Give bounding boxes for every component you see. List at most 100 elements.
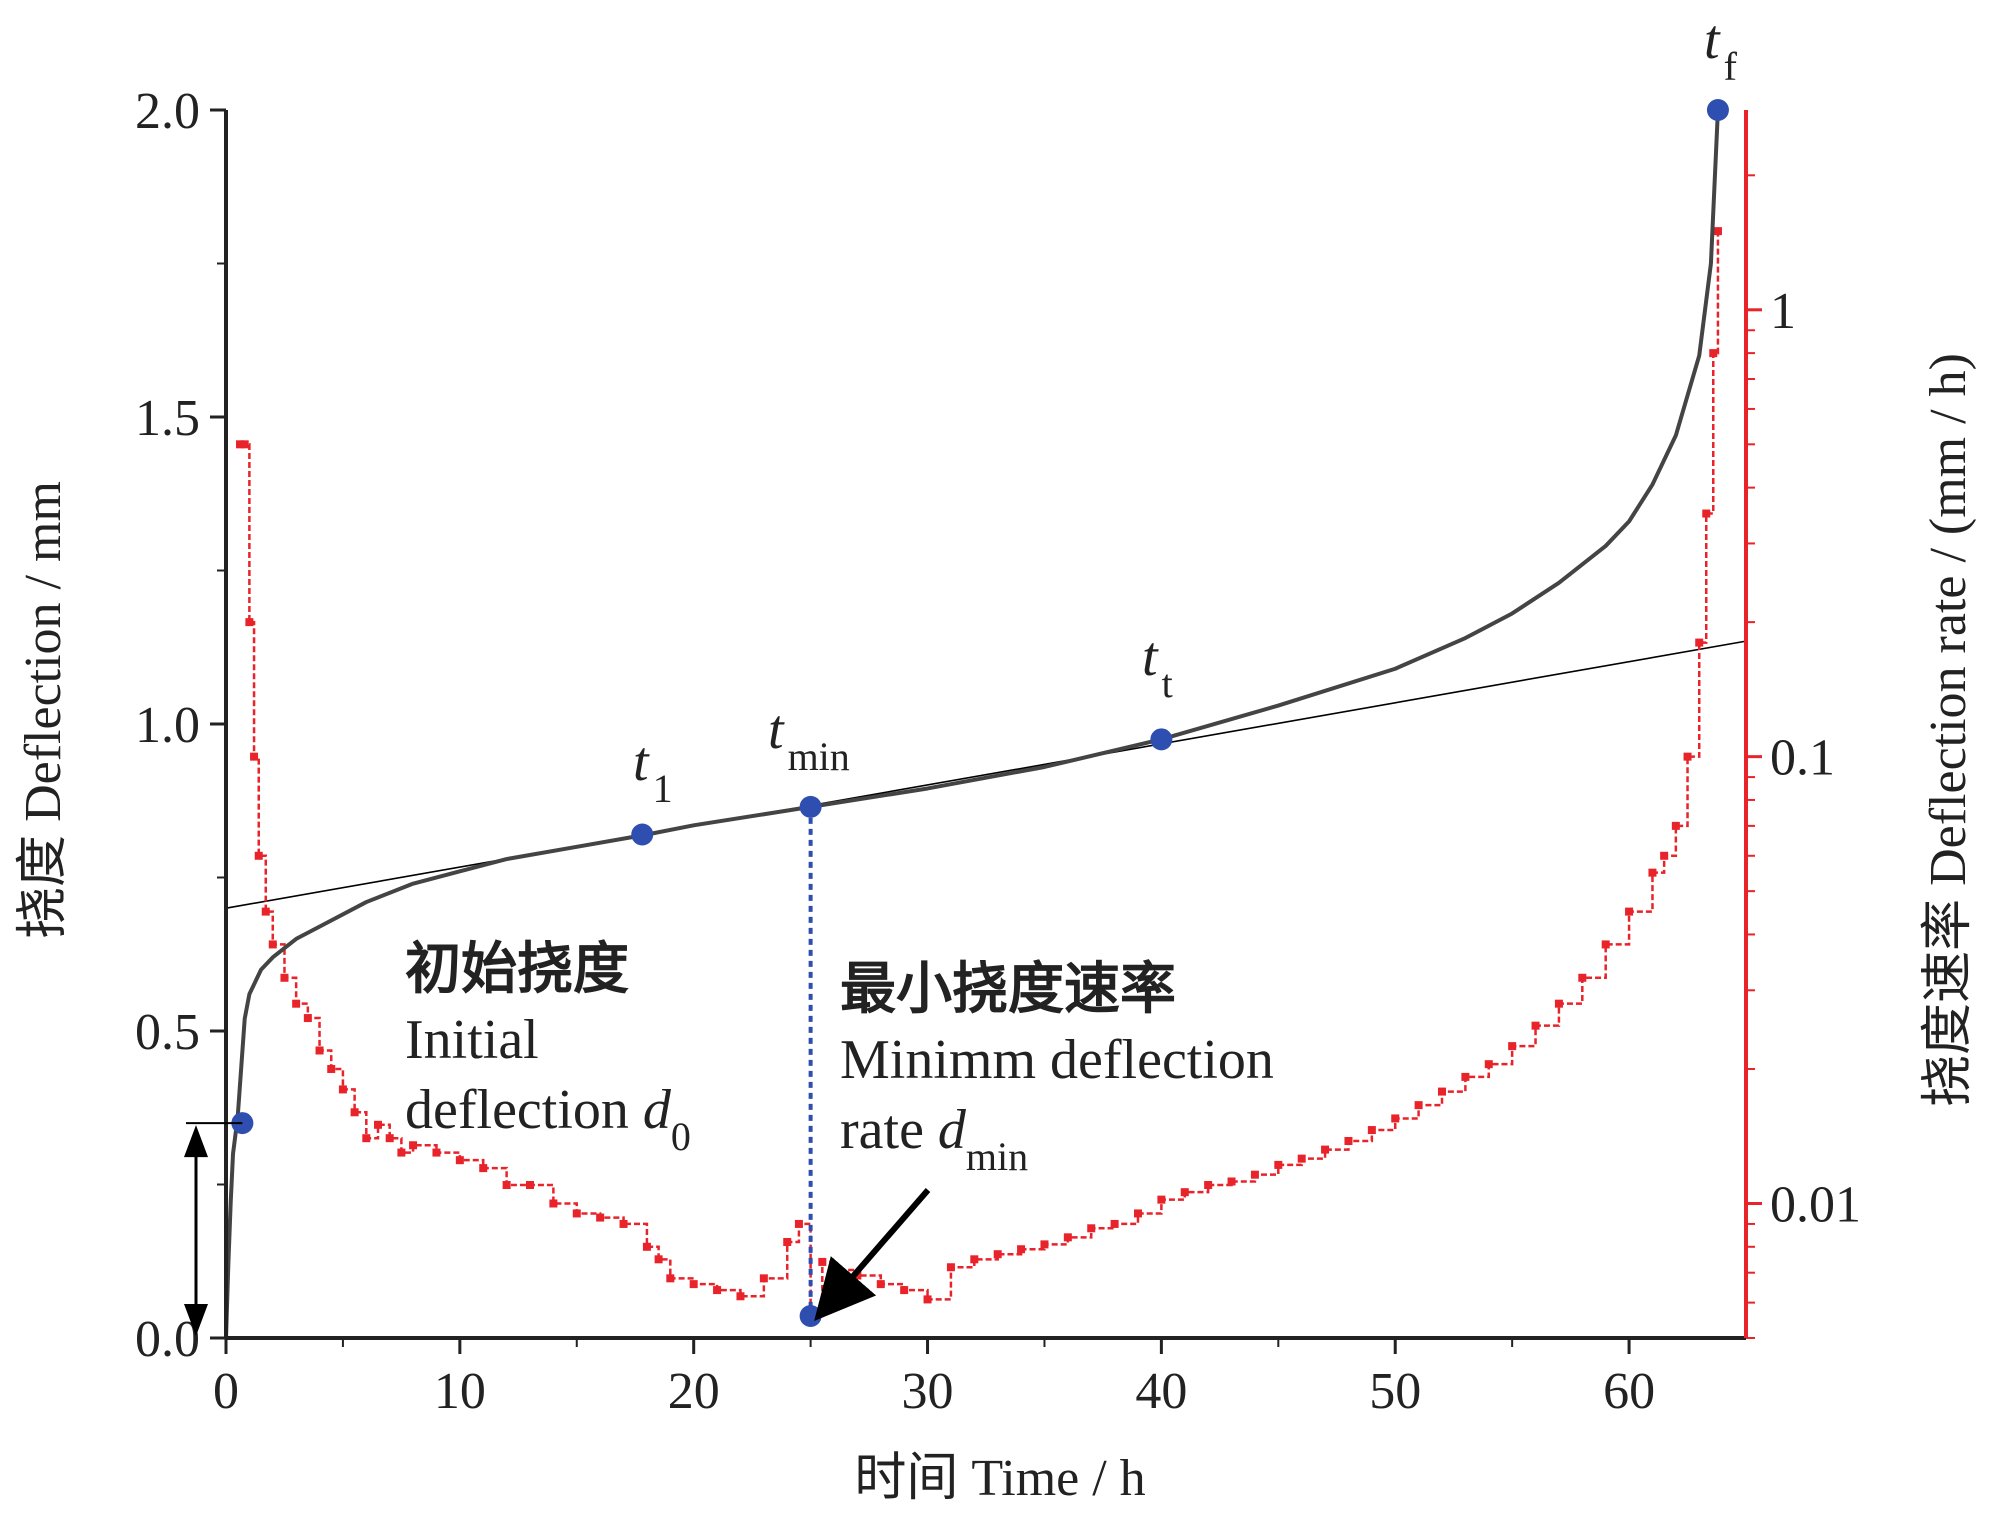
deflection-rate-point: [1110, 1219, 1119, 1228]
marker-min-rate: [799, 1305, 822, 1328]
y-tick-label: 0.0: [135, 1311, 200, 1368]
deflection-rate-point: [236, 440, 245, 449]
deflection-rate-point: [783, 1237, 792, 1246]
y-tick-label: 2.0: [135, 83, 200, 140]
deflection-rate-point: [303, 1014, 312, 1023]
y-right-tick-label: 0.1: [1770, 730, 1835, 787]
tmin-label: t min: [768, 699, 850, 779]
deflection-rate-point: [280, 973, 289, 982]
min-rate-arrow: [814, 1188, 931, 1322]
steady-state-tangent-line: [225, 640, 1747, 909]
marker-tt: [1150, 728, 1173, 751]
marker-tf: [1706, 99, 1729, 121]
deflection-rate-point: [315, 1046, 324, 1055]
deflection-rate-point: [1250, 1170, 1259, 1179]
deflection-rate-point: [1134, 1209, 1142, 1218]
deflection-rate-point: [1554, 999, 1563, 1008]
deflection-rate-point: [240, 440, 249, 449]
deflection-rate-point: [713, 1286, 722, 1295]
deflection-rate-point: [689, 1280, 698, 1289]
deflection-rate-point: [455, 1156, 464, 1165]
deflection-rate-point: [572, 1209, 581, 1218]
initial-deflection-en-2: deflection d0: [405, 1079, 691, 1159]
min-rate-en-2: rate dmin: [840, 1099, 1028, 1179]
deflection-rate-point: [1702, 509, 1711, 518]
x-tick-label: 10: [434, 1363, 486, 1420]
deflection-rate-point: [409, 1141, 418, 1150]
x-tick-label: 0: [213, 1363, 239, 1420]
deflection-rate-point: [666, 1274, 675, 1283]
deflection-rate-point: [327, 1064, 336, 1073]
deflection-rate-point: [397, 1148, 406, 1157]
deflection-rate-point: [1204, 1180, 1213, 1189]
deflection-rate-point: [642, 1242, 651, 1251]
deflection-rate-point: [1297, 1154, 1306, 1163]
initial-deflection-arrowhead-top: [184, 1125, 208, 1158]
y-axis-title: 挠度 Deflection / mm: [15, 481, 72, 939]
deflection-rate-point: [1531, 1021, 1540, 1030]
deflection-rate-point: [993, 1250, 1002, 1259]
y-tick-label: 1.5: [135, 390, 200, 447]
deflection-rate-point: [338, 1085, 347, 1094]
initial-deflection-arrowhead-bottom: [184, 1304, 208, 1336]
deflection-rate-point: [350, 1108, 359, 1117]
deflection-rate-point: [923, 1295, 932, 1304]
y-right-axis-title: 挠度速率 Deflection rate / (mm / h): [1920, 353, 1977, 1107]
deflection-rate-point: [1063, 1233, 1072, 1242]
deflection-rate-point: [1660, 851, 1669, 860]
deflection-rate-point: [254, 851, 263, 860]
deflection-rate-point: [1648, 868, 1657, 877]
deflection-rate-point: [549, 1199, 558, 1208]
deflection-rate-point: [1695, 638, 1704, 647]
deflection-rate-point: [794, 1219, 803, 1228]
y-right-tick-label: 1: [1770, 283, 1796, 340]
initial-deflection-cn: 初始挠度: [405, 937, 629, 1002]
deflection-rate-point: [1578, 973, 1587, 982]
deflection-rate-point: [1508, 1042, 1517, 1051]
deflection-rate-point: [1438, 1087, 1446, 1096]
deflection-rate-point: [1601, 940, 1610, 949]
deflection-rate-point: [876, 1280, 885, 1289]
min-rate-en-1: Minimm deflection: [840, 1029, 1274, 1091]
deflection-rate-point: [502, 1180, 511, 1189]
deflection-rate-point: [1683, 752, 1692, 761]
deflection-rate-point: [432, 1148, 441, 1157]
deflection-rate-point: [526, 1180, 534, 1189]
deflection-rate-point: [759, 1274, 768, 1283]
deflection-rate-point: [261, 907, 270, 916]
deflection-rate-point: [1367, 1126, 1376, 1135]
deflection-rate-point: [1040, 1240, 1049, 1249]
deflection-rate-point: [619, 1219, 628, 1228]
deflection-rate-point: [1709, 349, 1718, 358]
x-tick-label: 60: [1603, 1363, 1655, 1420]
deflection-rate-point: [374, 1120, 382, 1129]
deflection-rate-point: [830, 1265, 838, 1274]
deflection-rate-point: [1625, 907, 1634, 916]
x-tick-label: 50: [1369, 1363, 1421, 1420]
deflection-rate-point: [654, 1255, 663, 1264]
deflection-rate-point: [1461, 1072, 1470, 1081]
deflection-rate-point: [736, 1292, 745, 1301]
deflection-rate-point: [970, 1255, 979, 1264]
initial-deflection-en-1: Initial: [405, 1009, 539, 1071]
x-tick-label: 30: [902, 1363, 954, 1420]
deflection-rate-point: [362, 1134, 371, 1143]
deflection-rate-point: [479, 1164, 488, 1173]
deflection-rate-point: [1344, 1136, 1353, 1145]
x-tick-label: 40: [1135, 1363, 1187, 1420]
deflection-rate-point: [946, 1263, 955, 1272]
marker-t1: [631, 823, 654, 846]
deflection-rate-point: [1321, 1145, 1330, 1154]
deflection-rate-point: [1227, 1177, 1236, 1186]
y-tick-label: 1.0: [135, 697, 200, 754]
x-tick-label: 20: [668, 1363, 720, 1420]
deflection-rate-point: [1087, 1224, 1096, 1233]
deflection-rate-point: [818, 1257, 827, 1266]
deflection-rate-point: [1414, 1101, 1423, 1110]
deflection-rate-point: [1484, 1060, 1493, 1069]
deflection-rate-point: [1274, 1160, 1283, 1169]
